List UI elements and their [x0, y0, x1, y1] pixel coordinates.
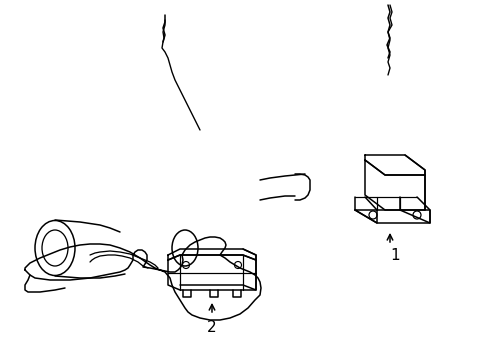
Text: 2: 2	[207, 320, 216, 334]
Text: 1: 1	[389, 248, 399, 262]
